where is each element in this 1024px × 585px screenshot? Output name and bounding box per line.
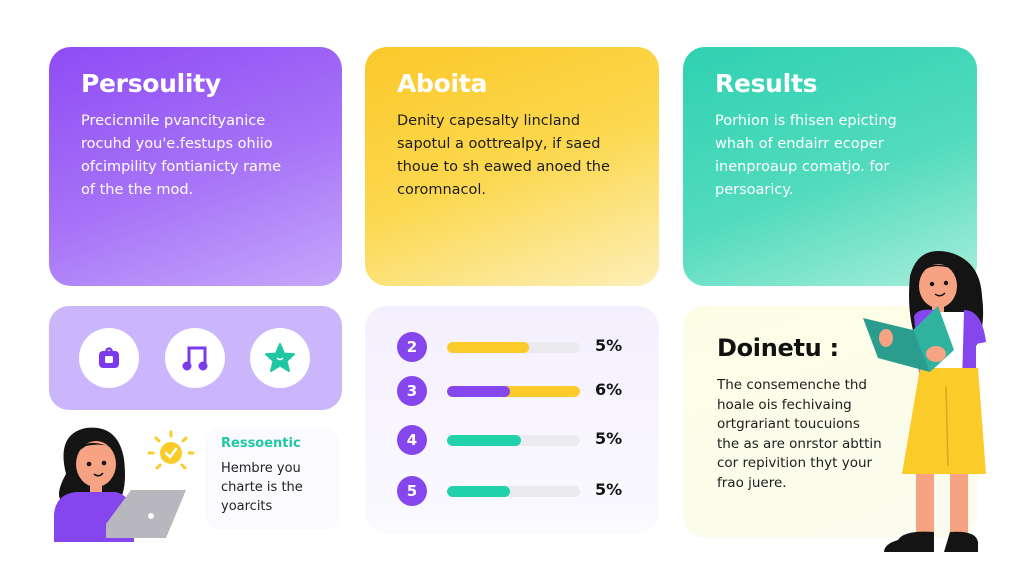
text-line: thoue to sh eawed anoed the	[397, 159, 610, 175]
text-line: cor repivition thyt your	[717, 455, 873, 471]
text-line: Porhion is fhisen epicting	[715, 113, 897, 129]
step-badge: 4	[397, 425, 427, 455]
music-note-icon	[182, 346, 208, 371]
percent-label: 5%	[595, 480, 623, 499]
step-badge: 5	[397, 476, 427, 506]
note-title: Ressoentic	[221, 436, 301, 451]
sun-check-icon	[147, 430, 195, 470]
woman-with-laptop-illustration	[54, 427, 186, 542]
text-line: Precicnnile pvancityanice	[81, 113, 266, 129]
text-line: yoarcits	[221, 499, 273, 514]
about-card: Aboita Denity capesalty lincland sapotul…	[365, 47, 659, 286]
progress-fill	[447, 486, 510, 497]
progress-row: 3 6%	[397, 376, 627, 406]
personality-card: Persoulity Precicnnile pvancityanice roc…	[49, 47, 342, 286]
icons-card	[49, 306, 342, 410]
step-badge: 2	[397, 332, 427, 362]
star-icon-button[interactable]	[250, 328, 310, 388]
document-title: Doinetu :	[717, 334, 839, 362]
progress-card: 2 5% 3 6% 4 5% 5 5%	[365, 306, 659, 534]
text-line: Denity capesalty lincland	[397, 113, 581, 129]
text-line: The consemenche thd	[717, 377, 867, 393]
progress-row: 2 5%	[397, 332, 627, 362]
text-line: the as are onrstor abttin	[717, 435, 882, 452]
text-line: inenproaup comatjo. for	[715, 159, 890, 175]
progress-bar	[447, 486, 580, 497]
progress-fill	[447, 435, 522, 446]
progress-fill-secondary	[447, 386, 510, 397]
progress-row: 5 5%	[397, 476, 627, 506]
percent-label: 5%	[595, 336, 623, 355]
star-icon	[265, 343, 295, 372]
text-line: sapotul a oottrealpy, if saed	[397, 136, 601, 152]
text-line: charte is the	[221, 480, 303, 495]
woman-reading-book-illustration	[863, 251, 986, 552]
text-line: ofcimpility fontianicty rame	[81, 159, 281, 175]
progress-bar	[447, 386, 580, 397]
bag-icon-button[interactable]	[79, 328, 139, 388]
document-description: The consemenche thd hoale ois fechivaing…	[717, 376, 943, 493]
bag-icon	[99, 347, 119, 368]
text-line: Hembre you	[221, 461, 301, 476]
music-icon-button[interactable]	[165, 328, 225, 388]
text-line: frao juere.	[717, 474, 787, 491]
progress-bar	[447, 435, 580, 446]
results-card: Results Porhion is fhisen epicting whah …	[683, 47, 977, 286]
text-line: persoaricy.	[715, 182, 794, 198]
personality-description: Precicnnile pvancityanice rocuhd you'e.f…	[81, 110, 310, 202]
text-line: ortgrariant toucuions	[717, 416, 860, 432]
about-title: Aboita	[397, 69, 488, 98]
text-line: coromnacol.	[397, 182, 487, 198]
text-line: hoale ois fechivaing	[717, 396, 852, 413]
progress-bar	[447, 342, 580, 353]
percent-label: 6%	[595, 380, 623, 399]
note-card: Ressoentic Hembre you charte is the yoar…	[205, 428, 340, 530]
text-line: of the the mod.	[81, 182, 194, 198]
text-line: rocuhd you'e.festups ohiio	[81, 136, 273, 152]
progress-row: 4 5%	[397, 425, 627, 455]
progress-fill	[447, 386, 580, 397]
about-description: Denity capesalty lincland sapotul a oott…	[397, 110, 627, 202]
text-line: whah of endairr ecoper	[715, 136, 884, 152]
results-title: Results	[715, 69, 818, 98]
results-description: Porhion is fhisen epicting whah of endai…	[715, 110, 945, 202]
personality-title: Persoulity	[81, 69, 221, 98]
progress-fill	[447, 342, 530, 353]
percent-label: 5%	[595, 429, 623, 448]
note-description: Hembre you charte is the yoarcits	[221, 459, 324, 516]
step-badge: 3	[397, 376, 427, 406]
